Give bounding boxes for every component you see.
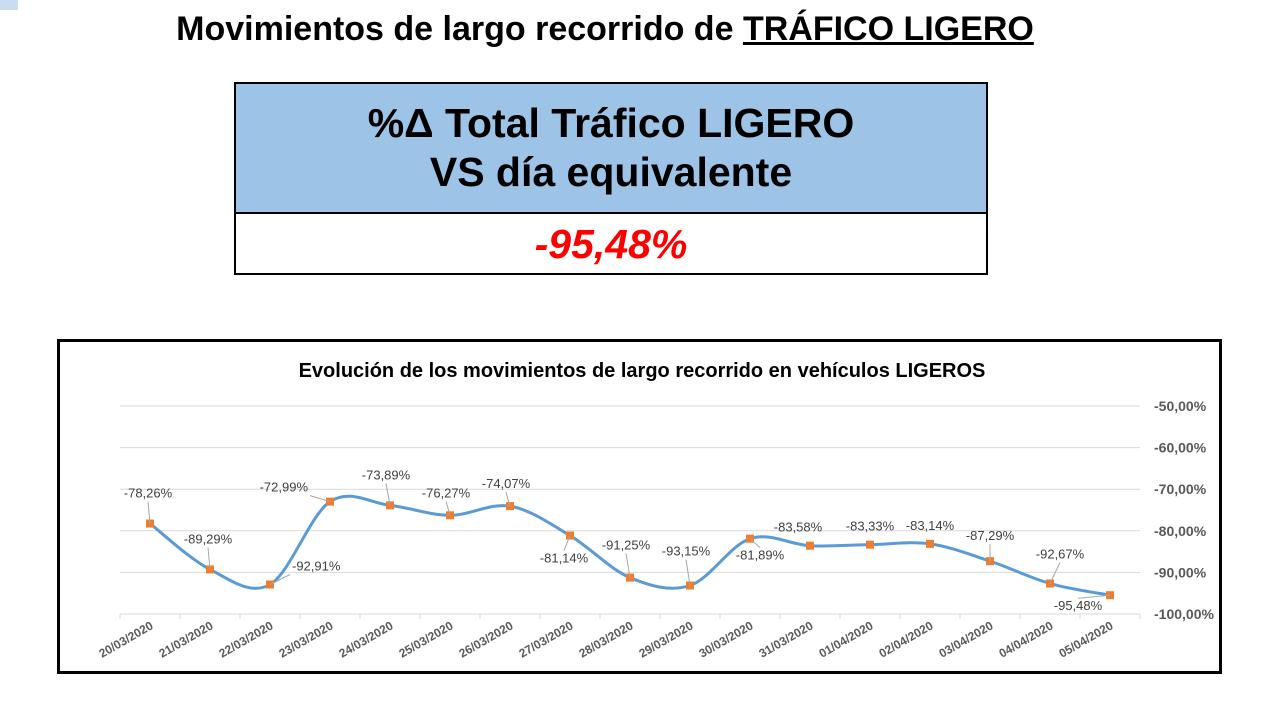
leader-line [685,559,691,586]
corner-decoration [0,0,18,10]
data-label: -87,29% [966,528,1015,543]
x-tick-label: 01/04/2020 [816,618,875,660]
data-label: -73,89% [362,467,411,482]
data-label: -91,25% [602,538,651,553]
x-tick-label: 22/03/2020 [216,618,275,660]
data-point [686,581,694,590]
page-title: Movimientos de largo recorrido de TRÁFIC… [0,10,1210,49]
leader-line [269,574,291,585]
leader-line [385,483,391,506]
data-label: -78,26% [124,486,173,501]
kpi-header: %Δ Total Tráfico LIGERO VS día equivalen… [236,84,986,214]
data-label: -74,07% [482,476,531,491]
data-point [266,580,274,589]
leader-line [1049,562,1061,584]
data-label: -92,91% [292,559,341,574]
leader-line [207,547,211,570]
title-prefix: Movimientos de largo recorrido de [176,10,743,48]
data-point [866,540,874,549]
data-label: -83,58% [774,520,823,535]
x-tick-label: 30/03/2020 [696,618,755,660]
title-emphasis: TRÁFICO LIGERO [742,10,1034,48]
data-label: -93,15% [662,544,711,559]
x-tick-label: 04/04/2020 [996,618,1055,660]
leader-line [147,501,151,524]
chart-frame: Evolución de los movimientos de largo re… [57,339,1222,674]
leader-line [309,495,331,503]
leader-line [445,501,451,516]
data-label: -72,99% [260,480,309,495]
x-tick-label: 29/03/2020 [636,618,695,660]
data-label: -83,14% [906,518,955,533]
kpi-card: %Δ Total Tráfico LIGERO VS día equivalen… [234,82,988,275]
series-line [149,494,1111,597]
data-point [1106,591,1114,600]
y-tick-label: -90,00% [1154,564,1207,580]
data-point [926,539,934,548]
x-tick-label: 23/03/2020 [276,618,335,660]
y-tick-label: -100,00% [1154,606,1214,622]
data-label: -89,29% [184,531,233,546]
data-label: -95,48% [1054,598,1103,613]
x-tick-label: 28/03/2020 [576,618,635,660]
leader-line [749,538,761,549]
leader-line [505,491,511,507]
y-tick-label: -70,00% [1154,481,1207,497]
x-tick-label: 21/03/2020 [156,618,215,660]
y-tick-label: -60,00% [1154,440,1207,456]
kpi-label-line2: VS día equivalente [429,149,793,195]
y-tick-label: -50,00% [1154,398,1207,414]
leader-line [1077,594,1111,599]
leader-line [625,553,631,578]
x-tick-label: 24/03/2020 [336,618,395,660]
x-tick-label: 27/03/2020 [516,618,575,660]
x-tick-label: 02/04/2020 [876,618,935,660]
line-chart: Evolución de los movimientos de largo re… [96,360,1214,661]
data-label: -81,14% [540,551,589,566]
data-label: -83,33% [846,519,895,534]
x-tick-label: 03/04/2020 [936,618,995,660]
x-tick-label: 05/04/2020 [1056,618,1115,660]
kpi-value: -95,48% [534,221,688,267]
kpi-label-line1: %Δ Total Tráfico LIGERO [367,100,855,146]
leader-line [563,535,571,551]
y-tick-label: -80,00% [1154,523,1207,539]
x-tick-label: 31/03/2020 [756,618,815,660]
x-tick-label: 26/03/2020 [456,618,515,660]
data-label: -92,67% [1036,547,1085,562]
x-tick-label: 25/03/2020 [396,618,455,660]
data-point [206,565,214,574]
x-tick-label: 20/03/2020 [96,618,155,660]
data-label: -81,89% [736,548,785,563]
chart-title: Evolución de los movimientos de largo re… [299,360,986,382]
data-label: -76,27% [422,485,471,500]
data-point [806,541,814,550]
